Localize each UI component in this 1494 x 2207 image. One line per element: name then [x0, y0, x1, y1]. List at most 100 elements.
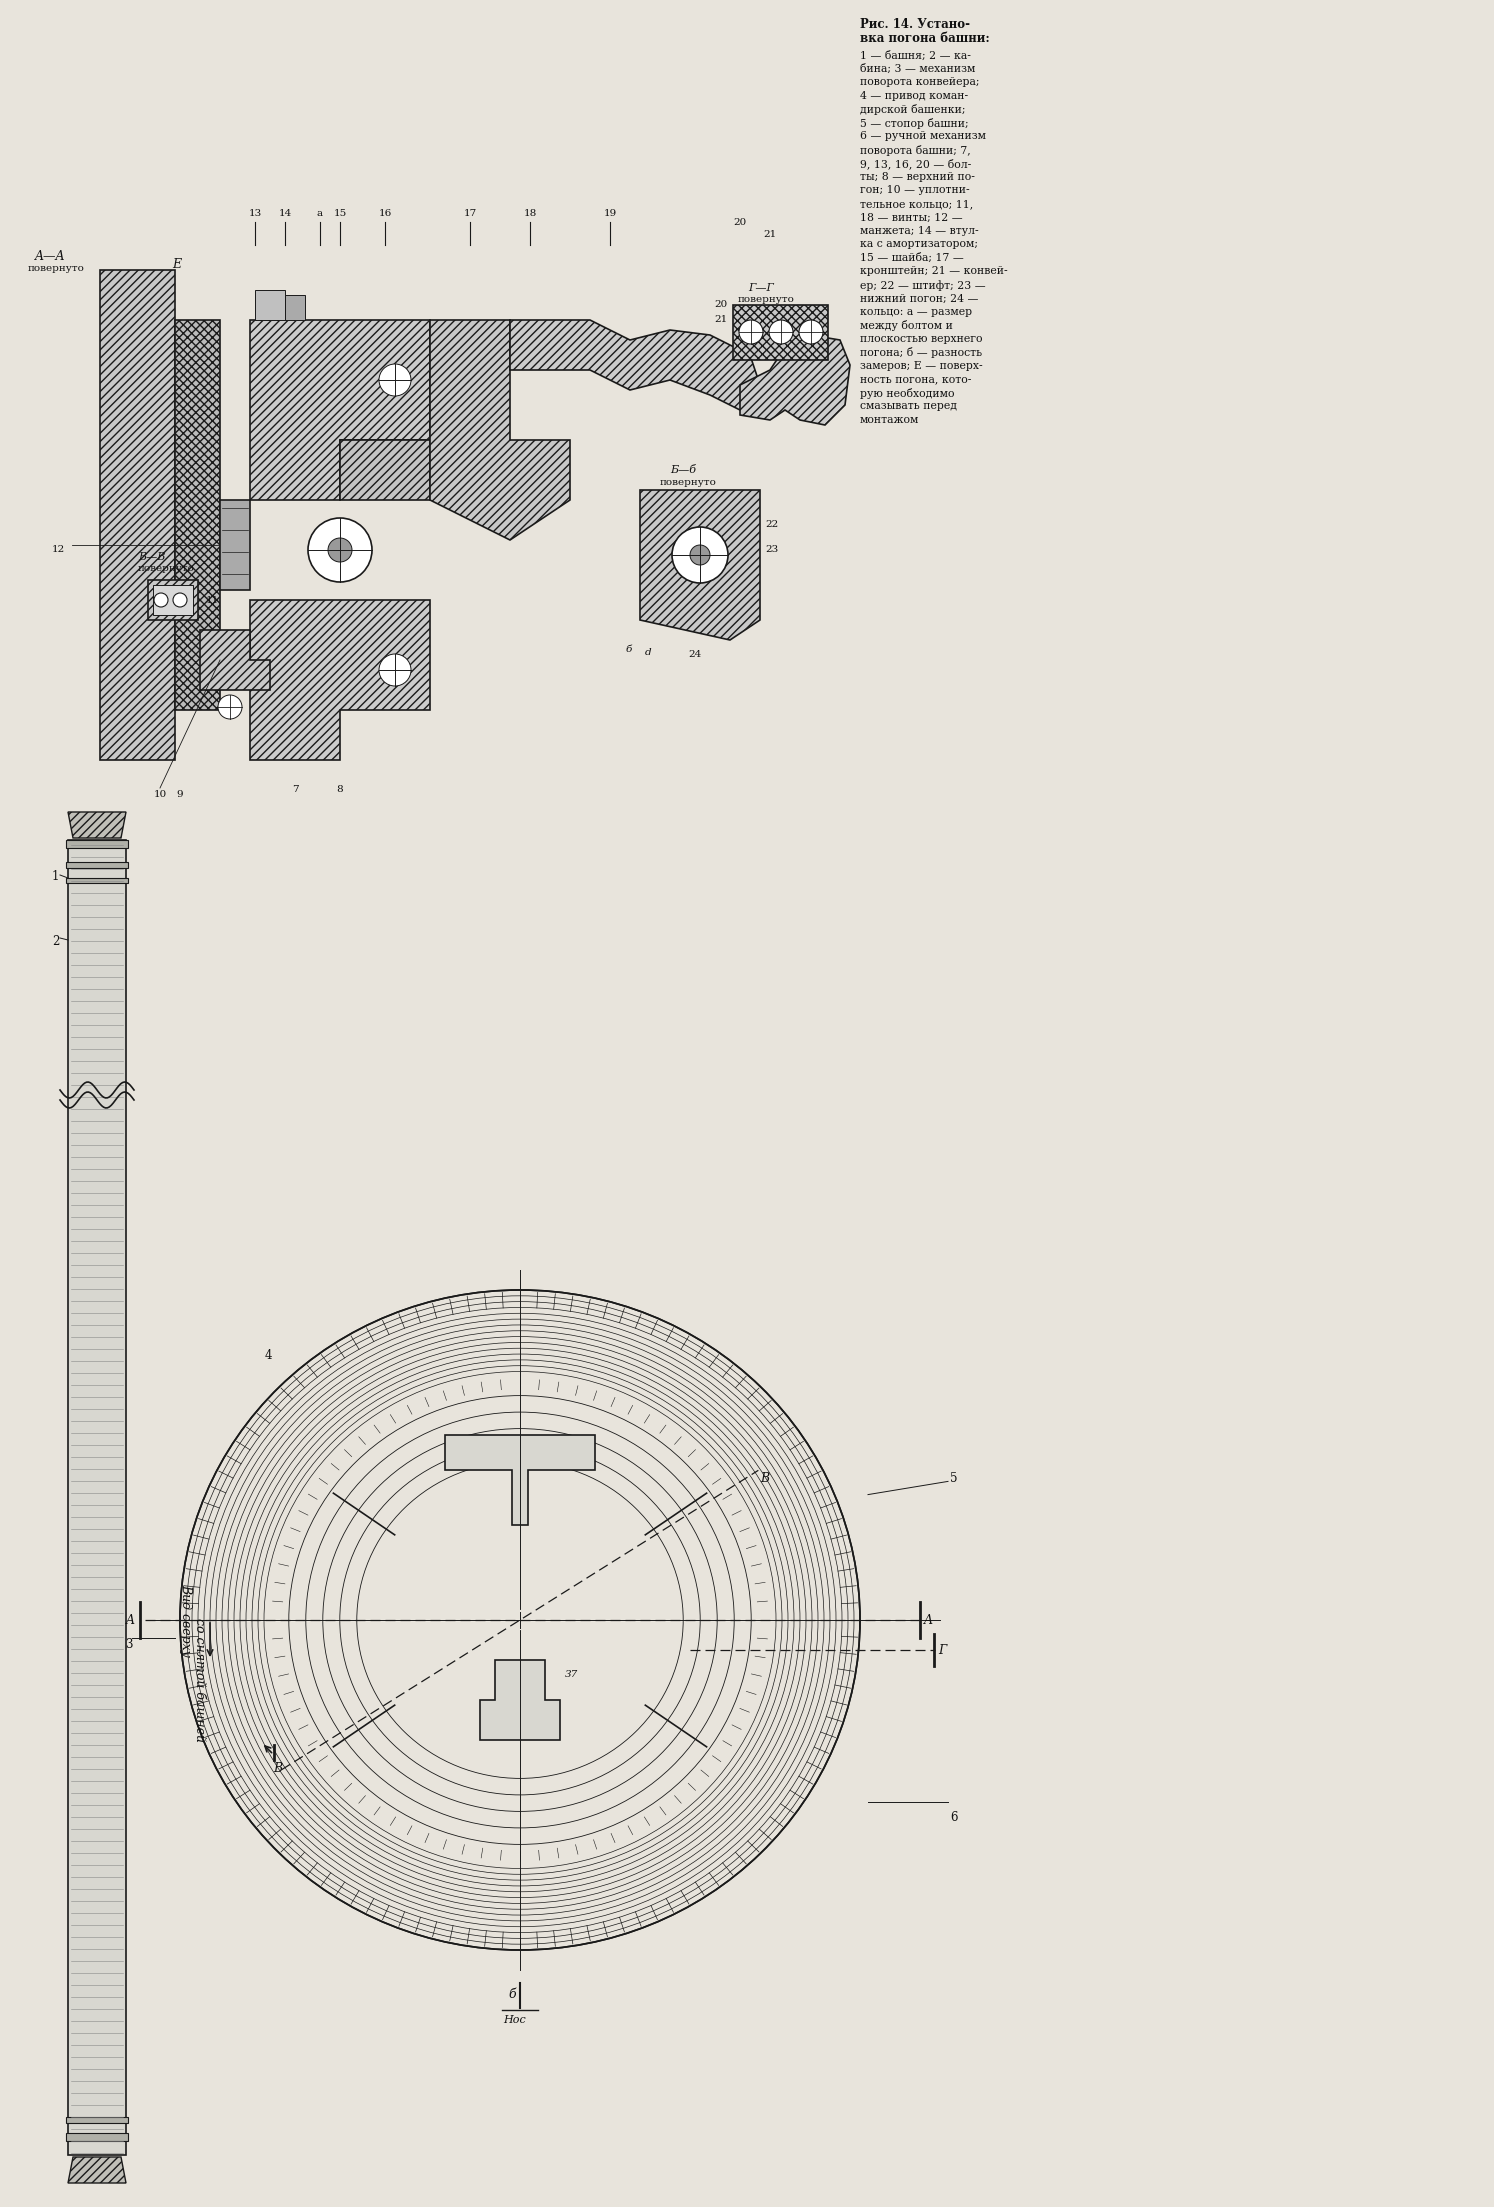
Circle shape	[308, 519, 372, 583]
Circle shape	[690, 545, 710, 565]
Polygon shape	[639, 490, 760, 640]
Polygon shape	[69, 841, 125, 2154]
Text: B: B	[760, 1472, 769, 1485]
Polygon shape	[66, 841, 128, 847]
Text: монтажом: монтажом	[861, 415, 919, 426]
Text: 1: 1	[52, 870, 60, 883]
Text: 15 — шайба; 17 —: 15 — шайба; 17 —	[861, 254, 964, 263]
Text: вка погона башни:: вка погона башни:	[861, 31, 989, 44]
Polygon shape	[66, 878, 128, 883]
Text: смазывать перед: смазывать перед	[861, 402, 958, 411]
Text: нижний погон; 24 —: нижний погон; 24 —	[861, 294, 979, 302]
Polygon shape	[200, 629, 270, 691]
Text: 20: 20	[714, 300, 728, 309]
Text: A—A: A—A	[34, 249, 66, 263]
Text: 7: 7	[291, 786, 299, 795]
Polygon shape	[100, 269, 175, 759]
Text: со снятой башней: со снятой башней	[194, 1618, 206, 1741]
Text: манжета; 14 — втул-: манжета; 14 — втул-	[861, 225, 979, 236]
Polygon shape	[220, 501, 249, 589]
Polygon shape	[740, 335, 850, 426]
Text: б: б	[624, 644, 632, 653]
Polygon shape	[255, 289, 285, 320]
Text: 1 — башня; 2 — ка-: 1 — башня; 2 — ка-	[861, 51, 971, 60]
Polygon shape	[66, 2117, 128, 2123]
Text: 5: 5	[950, 1472, 958, 1485]
Polygon shape	[69, 812, 125, 839]
Circle shape	[173, 594, 187, 607]
Text: Б—б: Б—б	[669, 466, 696, 475]
Polygon shape	[430, 320, 571, 541]
Text: 14: 14	[278, 210, 291, 218]
Text: 9: 9	[176, 790, 184, 799]
Circle shape	[799, 320, 823, 344]
Text: 4 — привод коман-: 4 — привод коман-	[861, 90, 968, 102]
Text: ты; 8 — верхний по-: ты; 8 — верхний по-	[861, 172, 976, 181]
Text: A: A	[125, 1613, 134, 1627]
Circle shape	[154, 594, 167, 607]
Text: 21: 21	[714, 316, 728, 324]
Text: 19: 19	[604, 210, 617, 218]
Text: 15: 15	[333, 210, 347, 218]
Text: 2: 2	[52, 936, 60, 949]
Text: дирской башенки;: дирской башенки;	[861, 104, 965, 115]
Text: 10: 10	[154, 790, 167, 799]
Text: повернуто: повернуто	[28, 265, 85, 274]
Polygon shape	[445, 1435, 595, 1525]
Text: 9, 13, 16, 20 — бол-: 9, 13, 16, 20 — бол-	[861, 159, 971, 170]
Text: поворота конвейера;: поворота конвейера;	[861, 77, 980, 88]
Polygon shape	[480, 1660, 560, 1739]
Text: бина; 3 — механизм: бина; 3 — механизм	[861, 64, 976, 75]
Circle shape	[672, 527, 728, 583]
Text: 6 — ручной механизм: 6 — ручной механизм	[861, 132, 986, 141]
Text: 37: 37	[565, 1671, 578, 1680]
Text: 11: 11	[206, 596, 220, 605]
Text: 6: 6	[950, 1812, 958, 1825]
Polygon shape	[148, 580, 199, 620]
Circle shape	[379, 364, 411, 395]
Circle shape	[379, 653, 411, 686]
Polygon shape	[152, 585, 193, 616]
Text: кронштейн; 21 — конвей-: кронштейн; 21 — конвей-	[861, 267, 1007, 276]
Text: Нос: Нос	[503, 2015, 526, 2026]
Text: 12: 12	[52, 545, 66, 554]
Circle shape	[740, 320, 763, 344]
Text: 24: 24	[689, 651, 702, 660]
Text: ка с амортизатором;: ка с амортизатором;	[861, 238, 979, 249]
Text: б: б	[508, 1989, 515, 2002]
Text: 20: 20	[734, 218, 747, 227]
Polygon shape	[509, 320, 760, 415]
Text: кольцо: а — размер: кольцо: а — размер	[861, 307, 973, 318]
Text: B: B	[273, 1761, 282, 1774]
Text: между болтом и: между болтом и	[861, 320, 953, 331]
Polygon shape	[341, 439, 430, 501]
Polygon shape	[69, 2156, 125, 2183]
Text: 16: 16	[378, 210, 391, 218]
Text: Г: Г	[938, 1644, 946, 1657]
Text: 18 — винты; 12 —: 18 — винты; 12 —	[861, 212, 962, 223]
Text: рую необходимо: рую необходимо	[861, 388, 955, 399]
Text: 23: 23	[765, 545, 778, 554]
Text: ность погона, кото-: ность погона, кото-	[861, 375, 971, 384]
Circle shape	[218, 695, 242, 719]
Text: замеров; Е — поверх-: замеров; Е — поверх-	[861, 362, 983, 371]
Text: 21: 21	[763, 230, 777, 238]
Text: 3: 3	[125, 1638, 133, 1651]
Text: гон; 10 — уплотни-: гон; 10 — уплотни-	[861, 185, 970, 196]
Text: В—В: В—В	[137, 552, 166, 563]
Polygon shape	[175, 320, 220, 711]
Text: 8: 8	[336, 786, 344, 795]
Text: Вид сверху: Вид сверху	[179, 1585, 193, 1657]
Text: 5 — стопор башни;: 5 — стопор башни;	[861, 117, 968, 128]
Circle shape	[329, 539, 353, 563]
Polygon shape	[249, 600, 430, 759]
Text: 17: 17	[463, 210, 477, 218]
Text: плоскостью верхнего: плоскостью верхнего	[861, 333, 983, 344]
Text: 22: 22	[765, 521, 778, 530]
Polygon shape	[66, 2132, 128, 2141]
Text: тельное кольцо; 11,: тельное кольцо; 11,	[861, 199, 973, 210]
Circle shape	[769, 320, 793, 344]
Text: a: a	[317, 210, 323, 218]
Polygon shape	[285, 296, 305, 320]
Text: A: A	[923, 1613, 932, 1627]
